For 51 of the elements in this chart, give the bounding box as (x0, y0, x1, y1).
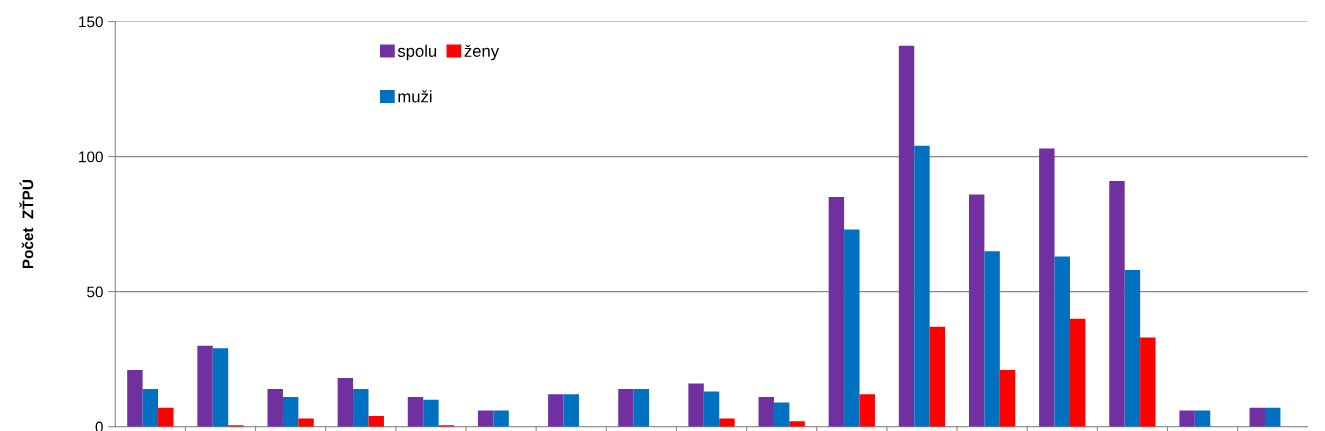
bar (929, 326, 946, 427)
bar (633, 388, 650, 427)
bar (1264, 407, 1281, 427)
bar (688, 383, 704, 427)
y-tick-label: 50 (87, 286, 103, 298)
bar (353, 388, 369, 427)
bar (1054, 256, 1070, 427)
bar (618, 388, 634, 427)
bar (984, 251, 1000, 427)
bar (212, 348, 229, 427)
bar (789, 421, 805, 427)
bar (859, 394, 875, 427)
bar (844, 229, 860, 427)
bar (1140, 337, 1156, 427)
bar (898, 45, 915, 427)
bar (298, 418, 314, 427)
bar (828, 197, 845, 427)
bar (368, 415, 384, 427)
bar (968, 194, 985, 427)
legend-label: ženy (464, 44, 500, 61)
bar (1124, 270, 1141, 427)
bar (127, 369, 143, 427)
bar (1179, 410, 1195, 427)
bar (158, 407, 174, 427)
bar (1194, 410, 1211, 427)
y-axis-title: Počet ZŤPÚ (19, 180, 34, 269)
bar (773, 402, 790, 427)
bar (1109, 180, 1125, 427)
bar (423, 399, 439, 427)
bar (1249, 407, 1265, 427)
bar (1069, 318, 1086, 427)
bar (407, 396, 424, 427)
bar (548, 394, 564, 427)
y-tick-label: 150 (79, 16, 103, 28)
bar (282, 396, 299, 427)
bar (1039, 148, 1055, 427)
bar (719, 418, 735, 427)
bar (703, 391, 720, 427)
bar (267, 388, 283, 427)
bar (914, 145, 930, 427)
bar (337, 378, 354, 427)
bar (197, 345, 213, 427)
bar (493, 410, 509, 427)
legend-label: muži (398, 90, 432, 103)
bar (758, 396, 774, 427)
legend-label: spolu (397, 44, 437, 61)
bar (477, 410, 494, 427)
y-tick-label: 100 (79, 151, 103, 163)
bar (142, 388, 159, 427)
bar (999, 369, 1016, 427)
bar (563, 394, 579, 427)
